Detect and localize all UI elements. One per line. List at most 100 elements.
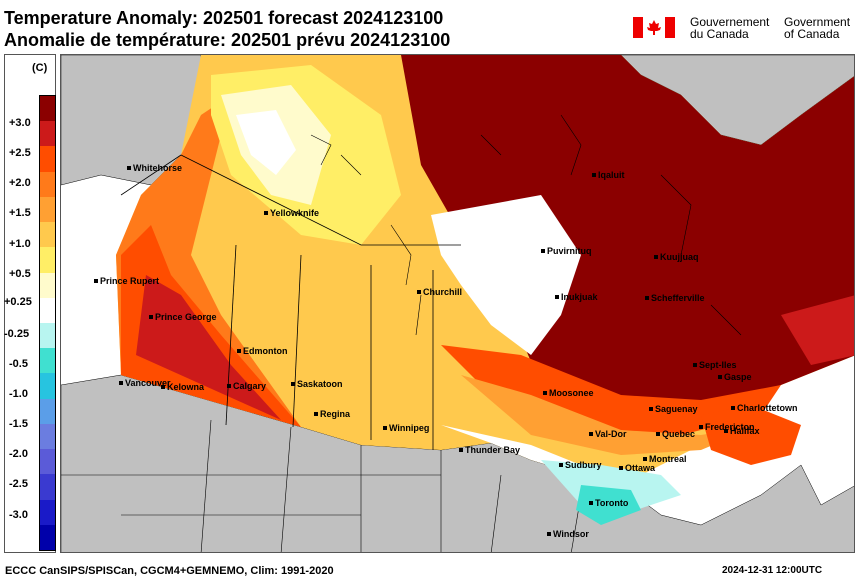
color-bar-cell <box>40 222 55 248</box>
city-marker <box>383 426 387 430</box>
color-bar-cell <box>40 474 55 501</box>
city-label: Quebec <box>662 429 695 439</box>
city-label: Montreal <box>649 454 687 464</box>
color-bar-cell <box>40 323 55 349</box>
city-label: Windsor <box>553 529 589 539</box>
city-label: Churchill <box>423 287 462 297</box>
city-marker <box>724 429 728 433</box>
city-label: Whitehorse <box>133 163 182 173</box>
city-label: Kuujjuaq <box>660 252 699 262</box>
city-marker <box>656 432 660 436</box>
city-marker <box>555 295 559 299</box>
city-marker <box>237 349 241 353</box>
legend-tick-label: +0.25 <box>4 296 32 308</box>
legend-tick-label: +1.0 <box>9 238 31 250</box>
city-marker <box>619 466 623 470</box>
city-marker <box>589 501 593 505</box>
color-bar-cell <box>40 449 55 475</box>
map-svg: Whitehorse Yellowknife Prince Rupert Prince… <box>61 55 854 552</box>
city-marker <box>589 432 593 436</box>
city-label: Calgary <box>233 381 266 391</box>
city-label: Gaspe <box>724 372 752 382</box>
color-bar-cell <box>40 196 55 223</box>
color-bar-cell <box>40 373 55 400</box>
color-bar <box>39 95 56 551</box>
city-label: Regina <box>320 409 351 419</box>
city-label: Schefferville <box>651 293 705 303</box>
color-bar-cell <box>40 524 55 551</box>
city-label: Saskatoon <box>297 379 343 389</box>
legend-tick-label: -2.0 <box>9 448 28 460</box>
city-label: Val-Dor <box>595 429 627 439</box>
color-bar-cell <box>40 423 55 450</box>
city-label: Sudbury <box>565 460 602 470</box>
city-marker <box>161 385 165 389</box>
government-of-canada-english: Government of Canada <box>784 16 850 40</box>
city-label: Prince Rupert <box>100 276 159 286</box>
legend-tick-label: +1.5 <box>9 207 31 219</box>
legend-tick-label: -0.5 <box>9 358 28 370</box>
color-bar-cell <box>40 121 55 147</box>
title-french: Anomalie de température: 202501 prévu 20… <box>4 30 451 50</box>
color-bar-cell <box>40 96 55 122</box>
city-marker <box>314 412 318 416</box>
legend-tick-label: -3.0 <box>9 509 28 521</box>
city-label: Ottawa <box>625 463 656 473</box>
city-label: Edmonton <box>243 346 288 356</box>
color-bar-cell <box>40 398 55 425</box>
government-of-canada-french: Gouvernement du Canada <box>690 16 769 40</box>
city-label: Iqaluit <box>598 170 625 180</box>
footer-timestamp: 2024-12-31 12:00UTC <box>722 565 823 576</box>
color-bar-cell <box>40 348 55 374</box>
city-label: Fredericton <box>705 422 755 432</box>
legend-tick-label: +2.5 <box>9 147 31 159</box>
city-label: Yellowknife <box>270 208 319 218</box>
city-label: Charlottetown <box>737 403 798 413</box>
legend-tick-label: -1.0 <box>9 388 28 400</box>
legend-tick-label: -0.25 <box>4 328 30 340</box>
city-marker <box>699 425 703 429</box>
legend-tick-label: +2.0 <box>9 177 31 189</box>
city-marker <box>645 296 649 300</box>
city-marker <box>94 279 98 283</box>
city-marker <box>417 290 421 294</box>
city-label: Toronto <box>595 498 629 508</box>
city-marker <box>718 375 722 379</box>
city-marker <box>127 166 131 170</box>
city-marker <box>291 382 295 386</box>
city-marker <box>541 249 545 253</box>
city-marker <box>654 255 658 259</box>
legend-tick-label: -2.5 <box>9 478 28 490</box>
gov-fr-line2: du Canada <box>690 27 749 41</box>
city-label: Prince George <box>155 312 217 322</box>
city-marker <box>559 463 563 467</box>
anomaly-map: Whitehorse Yellowknife Prince Rupert Prince… <box>60 54 855 553</box>
city-label: Winnipeg <box>389 423 429 433</box>
city-marker <box>149 315 153 319</box>
color-bar-cell <box>40 499 55 526</box>
city-marker <box>731 406 735 410</box>
city-marker <box>459 448 463 452</box>
city-label: Saguenay <box>655 404 698 414</box>
legend-tick-label: +0.5 <box>9 268 31 280</box>
canada-flag-icon <box>633 17 675 38</box>
legend-tick-label: +3.0 <box>9 117 31 129</box>
city-label: Thunder Bay <box>465 445 520 455</box>
legend-tick-label: -1.5 <box>9 418 28 430</box>
city-marker <box>649 407 653 411</box>
city-label: Inukjuak <box>561 292 599 302</box>
city-marker <box>119 381 123 385</box>
footer-source: ECCC CanSIPS/SPISCan, CGCM4+GEMNEMO, Cli… <box>5 565 334 577</box>
city-marker <box>592 173 596 177</box>
color-bar-cell <box>40 247 55 274</box>
legend-unit: (C) <box>32 62 48 74</box>
city-label: Kelowna <box>167 382 205 392</box>
city-marker <box>543 391 547 395</box>
city-label: Vancouver <box>125 378 171 388</box>
city-label: Moosonee <box>549 388 594 398</box>
city-marker <box>693 363 697 367</box>
city-marker <box>643 457 647 461</box>
city-label: Sept-Iles <box>699 360 737 370</box>
color-bar-cell <box>40 272 55 299</box>
city-marker <box>264 211 268 215</box>
